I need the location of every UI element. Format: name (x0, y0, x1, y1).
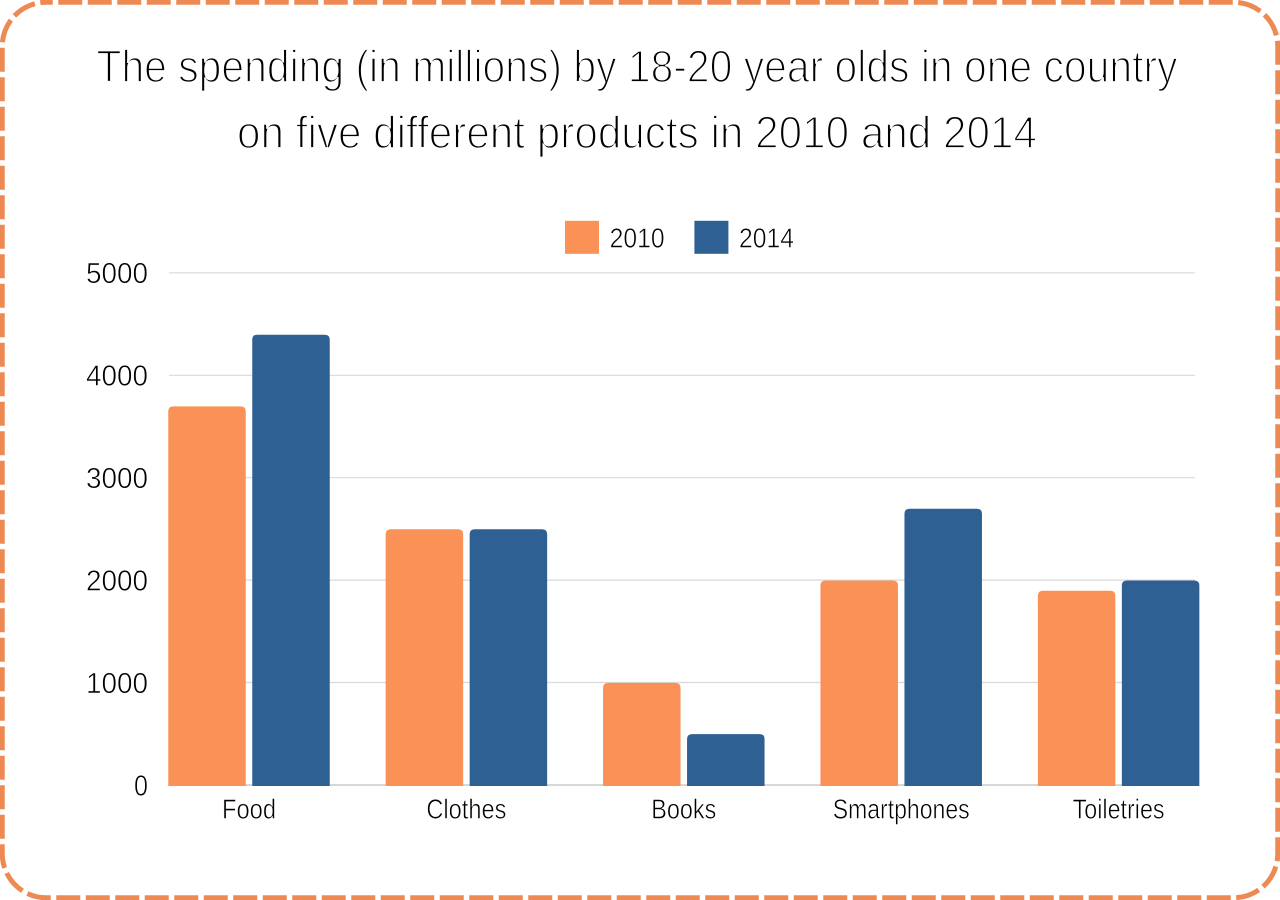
svg-text:1000: 1000 (86, 668, 148, 700)
svg-text:Smartphones: Smartphones (833, 794, 970, 825)
svg-text:2010: 2010 (610, 222, 665, 253)
svg-text:0: 0 (134, 770, 148, 802)
svg-text:3000: 3000 (86, 463, 148, 495)
svg-text:2014: 2014 (739, 222, 794, 253)
svg-text:2000: 2000 (86, 565, 148, 597)
svg-text:4000: 4000 (86, 361, 148, 393)
svg-text:on five different products in: on five different products in 2010 and 2… (237, 107, 1037, 158)
svg-text:Books: Books (651, 794, 716, 825)
svg-text:The spending (in millions) by: The spending (in millions) by 18-20 year… (97, 41, 1178, 92)
svg-text:Toiletries: Toiletries (1073, 794, 1165, 825)
svg-text:5000: 5000 (86, 258, 148, 290)
svg-text:Clothes: Clothes (426, 794, 506, 825)
svg-text:Food: Food (222, 794, 276, 825)
